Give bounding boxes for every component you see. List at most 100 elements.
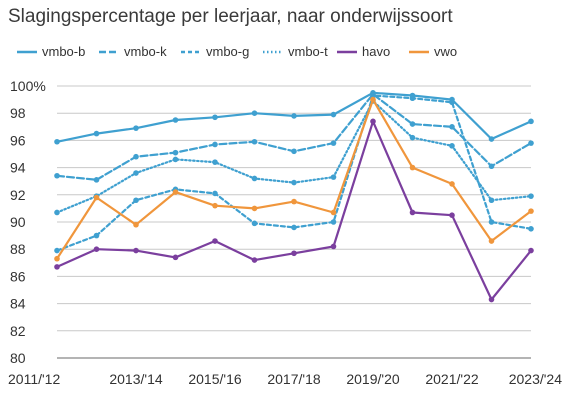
data-point-vwo-3 xyxy=(172,189,179,195)
legend-item-havo: havo xyxy=(336,44,390,59)
data-point-vmbo-k-5 xyxy=(251,138,258,145)
legend-swatch-vmbo-k xyxy=(99,50,119,53)
data-point-vwo-4 xyxy=(212,202,218,209)
legend-item-vmbo-g: vmbo-g xyxy=(180,44,249,59)
data-point-vmbo-b-0 xyxy=(54,138,60,145)
y-tick-label-8: 84 xyxy=(10,296,26,312)
legend-item-vmbo-b: vmbo-b xyxy=(16,44,85,59)
data-point-vmbo-g-5 xyxy=(251,220,258,227)
y-tick-label-4: 92 xyxy=(10,187,26,203)
x-tick-label-1: 2013/'14 xyxy=(109,371,162,387)
data-point-vmbo-g-0 xyxy=(54,247,60,254)
data-point-havo-6 xyxy=(291,250,297,257)
data-point-vwo-1 xyxy=(93,194,100,201)
data-point-havo-4 xyxy=(212,238,218,244)
data-point-vmbo-k-2 xyxy=(133,153,139,160)
data-point-vmbo-g-6 xyxy=(291,224,297,231)
data-point-vwo-11 xyxy=(488,238,495,244)
y-tick-label-10: 80 xyxy=(10,350,26,366)
legend-swatch-vwo xyxy=(409,50,429,53)
data-point-vmbo-g-12 xyxy=(528,226,534,232)
data-point-vwo-5 xyxy=(251,205,258,212)
data-point-vwo-6 xyxy=(291,198,297,205)
data-point-vmbo-t-7 xyxy=(330,174,337,180)
data-point-vmbo-b-7 xyxy=(330,111,337,118)
data-point-vmbo-k-10 xyxy=(449,124,455,130)
x-tick-label-5: 2021/'22 xyxy=(425,371,478,387)
x-tick-label-6: 2023/'24 xyxy=(509,371,562,387)
y-tick-label-7: 86 xyxy=(10,268,26,284)
legend-label-vmbo-k: vmbo-k xyxy=(124,44,167,59)
legend-label-vmbo-b: vmbo-b xyxy=(42,44,86,59)
data-point-vwo-7 xyxy=(330,209,337,216)
data-point-havo-5 xyxy=(251,257,258,263)
legend-swatch-vmbo-g xyxy=(181,50,201,53)
data-point-vmbo-b-3 xyxy=(172,117,179,123)
data-point-vmbo-t-0 xyxy=(54,209,60,216)
data-point-vmbo-b-11 xyxy=(488,136,495,142)
data-point-vmbo-k-9 xyxy=(409,121,416,127)
data-point-vmbo-t-11 xyxy=(488,197,495,204)
data-point-havo-11 xyxy=(488,296,495,303)
data-point-vmbo-k-1 xyxy=(93,177,100,183)
data-point-vwo-0 xyxy=(54,255,60,262)
data-point-havo-7 xyxy=(330,243,337,250)
data-point-vmbo-t-12 xyxy=(528,193,534,199)
x-tick-label-0: 2011/'12 xyxy=(8,371,60,387)
data-point-vmbo-t-5 xyxy=(251,175,258,182)
data-point-vmbo-g-2 xyxy=(133,197,139,204)
data-point-havo-3 xyxy=(172,254,179,261)
data-point-vmbo-k-3 xyxy=(172,149,179,156)
data-point-vwo-2 xyxy=(133,221,139,228)
legend-swatch-havo xyxy=(337,50,357,53)
data-point-vmbo-b-5 xyxy=(251,110,258,116)
data-point-vmbo-g-11 xyxy=(488,219,495,225)
data-point-vmbo-t-3 xyxy=(172,156,179,163)
legend-swatch-vmbo-t xyxy=(263,50,283,53)
y-tick-label-2: 96 xyxy=(10,132,26,148)
y-tick-label-1: 98 xyxy=(10,105,26,121)
data-point-havo-1 xyxy=(93,246,100,252)
series-line-havo xyxy=(55,120,533,301)
data-point-vmbo-t-4 xyxy=(212,159,218,165)
legend-label-havo: havo xyxy=(362,44,391,59)
data-point-vwo-10 xyxy=(449,181,455,187)
y-tick-label-9: 82 xyxy=(10,323,26,339)
data-point-havo-12 xyxy=(528,247,534,254)
data-point-havo-10 xyxy=(449,212,455,218)
data-point-vmbo-k-4 xyxy=(212,141,218,148)
data-point-vwo-9 xyxy=(409,164,416,171)
data-point-havo-8 xyxy=(370,118,376,125)
data-point-havo-0 xyxy=(54,264,60,270)
x-tick-label-3: 2017/'18 xyxy=(267,371,320,387)
data-point-vmbo-t-10 xyxy=(449,143,455,149)
y-tick-label-6: 88 xyxy=(10,241,26,257)
data-point-vmbo-k-6 xyxy=(291,148,297,155)
data-point-vwo-12 xyxy=(528,208,534,214)
legend-label-vwo: vwo xyxy=(434,44,458,59)
x-tick-label-4: 2019/'20 xyxy=(346,371,399,387)
legend-label-vmbo-t: vmbo-t xyxy=(288,44,328,59)
legend-item-vmbo-t: vmbo-t xyxy=(262,44,328,59)
data-point-vmbo-g-1 xyxy=(93,232,100,239)
data-point-vmbo-t-6 xyxy=(291,179,297,186)
data-point-vmbo-k-11 xyxy=(488,163,495,170)
data-point-vmbo-b-1 xyxy=(93,130,100,137)
data-point-vmbo-b-6 xyxy=(291,113,297,119)
data-point-vmbo-g-4 xyxy=(212,190,218,197)
data-point-vmbo-g-10 xyxy=(449,99,455,106)
data-point-vmbo-t-9 xyxy=(409,134,416,141)
data-point-vmbo-g-8 xyxy=(370,92,376,99)
legend-label-vmbo-g: vmbo-g xyxy=(206,44,250,59)
y-tick-label-3: 94 xyxy=(10,160,26,176)
data-point-vmbo-b-4 xyxy=(212,114,218,121)
data-point-havo-2 xyxy=(133,247,139,254)
data-point-vmbo-k-7 xyxy=(330,140,337,146)
legend-item-vwo: vwo xyxy=(408,44,457,59)
data-point-vmbo-g-7 xyxy=(330,219,337,225)
y-tick-label-0: 100% xyxy=(10,78,46,94)
data-point-havo-9 xyxy=(409,209,416,216)
data-point-vmbo-k-12 xyxy=(528,140,534,146)
data-point-vmbo-b-2 xyxy=(133,125,139,131)
